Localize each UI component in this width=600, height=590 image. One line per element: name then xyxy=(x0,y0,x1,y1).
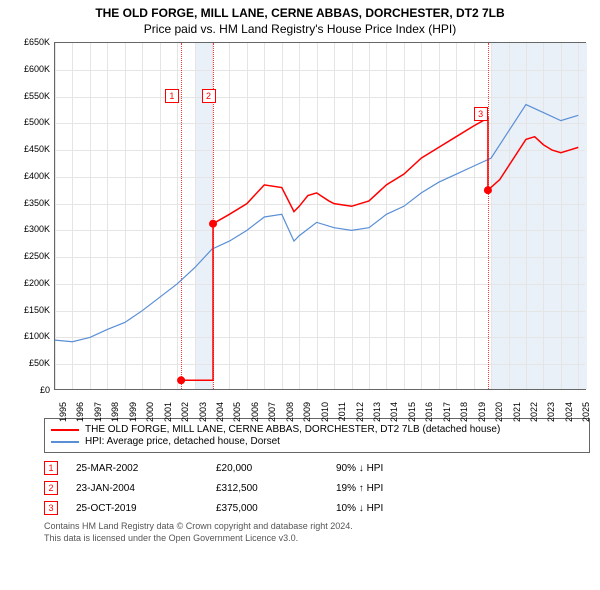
event-price: £375,000 xyxy=(216,503,336,514)
y-tick-label: £100K xyxy=(24,331,50,341)
x-tick-label: 2012 xyxy=(355,402,365,422)
legend-row: HPI: Average price, detached house, Dors… xyxy=(51,436,583,447)
x-tick-label: 2011 xyxy=(337,402,347,421)
x-tick-label: 1995 xyxy=(58,402,68,422)
x-tick-label: 2014 xyxy=(389,402,399,422)
event-date: 25-MAR-2002 xyxy=(76,463,216,474)
x-tick-label: 2000 xyxy=(145,402,155,422)
x-tick-label: 2025 xyxy=(581,402,591,422)
y-tick-label: £650K xyxy=(24,37,50,47)
y-tick-label: £350K xyxy=(24,198,50,208)
x-tick-label: 2024 xyxy=(564,402,574,422)
marker xyxy=(484,186,492,194)
event-marker-1: 1 xyxy=(165,89,179,103)
x-tick-label: 2003 xyxy=(198,402,208,422)
event-diff: 19% ↑ HPI xyxy=(336,483,383,494)
x-tick-label: 2010 xyxy=(320,402,330,422)
series-property xyxy=(181,118,578,380)
x-tick-label: 2007 xyxy=(267,402,277,422)
legend-label: HPI: Average price, detached house, Dors… xyxy=(85,436,280,447)
event-diff: 90% ↓ HPI xyxy=(336,463,383,474)
legend: THE OLD FORGE, MILL LANE, CERNE ABBAS, D… xyxy=(44,418,590,453)
y-tick-label: £400K xyxy=(24,171,50,181)
x-tick-label: 2021 xyxy=(512,402,522,422)
chart-subtitle: Price paid vs. HM Land Registry's House … xyxy=(10,22,590,36)
event-marker-3: 3 xyxy=(474,107,488,121)
legend-label: THE OLD FORGE, MILL LANE, CERNE ABBAS, D… xyxy=(85,424,500,435)
x-tick-label: 2022 xyxy=(529,402,539,422)
event-price: £312,500 xyxy=(216,483,336,494)
legend-swatch xyxy=(51,441,79,443)
x-tick-label: 2020 xyxy=(494,402,504,422)
event-date: 25-OCT-2019 xyxy=(76,503,216,514)
event-diff: 10% ↓ HPI xyxy=(336,503,383,514)
plot-area: 1 2 3 £0 £50K £100K £150K £200K £250K £300K £350K… xyxy=(10,42,590,412)
attribution-footer: Contains HM Land Registry data © Crown c… xyxy=(44,521,590,544)
event-row: 2 23-JAN-2004£312,50019% ↑ HPI xyxy=(44,481,590,495)
y-tick-label: £0 xyxy=(40,385,50,395)
y-tick-label: £250K xyxy=(24,251,50,261)
events-table: 1 25-MAR-2002£20,00090% ↓ HPI 2 23-JAN-2004… xyxy=(44,461,590,515)
x-tick-label: 2019 xyxy=(477,402,487,422)
x-tick-label: 2004 xyxy=(215,402,225,422)
y-tick-label: £500K xyxy=(24,117,50,127)
marker xyxy=(209,220,217,228)
event-price: £20,000 xyxy=(216,463,336,474)
x-tick-label: 2016 xyxy=(424,402,434,422)
footer-line: This data is licensed under the Open Gov… xyxy=(44,533,590,545)
y-tick-label: £50K xyxy=(29,358,50,368)
y-tick-label: £550K xyxy=(24,91,50,101)
event-marker-2: 2 xyxy=(202,89,216,103)
x-tick-label: 2008 xyxy=(285,402,295,422)
x-tick-label: 2005 xyxy=(232,402,242,422)
y-tick-label: £450K xyxy=(24,144,50,154)
x-tick-label: 1998 xyxy=(110,402,120,422)
x-tick-label: 2018 xyxy=(459,402,469,422)
x-tick-label: 1996 xyxy=(75,402,85,422)
footer-line: Contains HM Land Registry data © Crown c… xyxy=(44,521,590,533)
x-tick-label: 2017 xyxy=(442,402,452,422)
x-tick-label: 2015 xyxy=(407,402,417,422)
event-number-box: 1 xyxy=(44,461,58,475)
y-tick-label: £300K xyxy=(24,224,50,234)
marker xyxy=(177,376,185,384)
x-tick-label: 2013 xyxy=(372,402,382,422)
x-tick-label: 2023 xyxy=(546,402,556,422)
legend-row: THE OLD FORGE, MILL LANE, CERNE ABBAS, D… xyxy=(51,424,583,435)
x-tick-label: 2001 xyxy=(163,402,173,422)
y-tick-label: £150K xyxy=(24,305,50,315)
event-row: 1 25-MAR-2002£20,00090% ↓ HPI xyxy=(44,461,590,475)
x-tick-label: 2009 xyxy=(302,402,312,422)
x-tick-label: 2006 xyxy=(250,402,260,422)
event-date: 23-JAN-2004 xyxy=(76,483,216,494)
x-tick-label: 1999 xyxy=(128,402,138,422)
x-tick-label: 2002 xyxy=(180,402,190,422)
y-tick-label: £600K xyxy=(24,64,50,74)
x-tick-label: 1997 xyxy=(93,402,103,422)
y-tick-label: £200K xyxy=(24,278,50,288)
event-row: 3 25-OCT-2019£375,00010% ↓ HPI xyxy=(44,501,590,515)
chart-title: THE OLD FORGE, MILL LANE, CERNE ABBAS, D… xyxy=(10,6,590,20)
event-number-box: 3 xyxy=(44,501,58,515)
event-number-box: 2 xyxy=(44,481,58,495)
series-hpi xyxy=(55,105,578,342)
legend-swatch xyxy=(51,429,79,431)
